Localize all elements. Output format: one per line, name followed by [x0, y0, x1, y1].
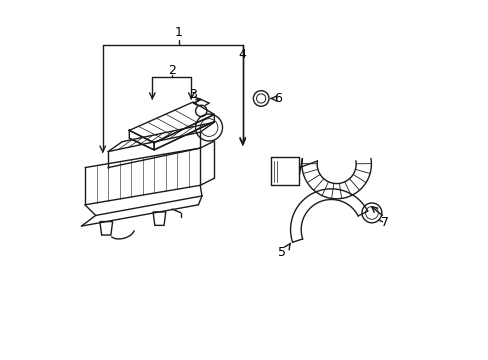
Text: 5: 5	[277, 246, 285, 259]
Text: 4: 4	[238, 48, 246, 61]
Text: 3: 3	[189, 89, 197, 102]
Text: 1: 1	[175, 26, 183, 39]
Text: 6: 6	[274, 92, 282, 105]
Text: 2: 2	[167, 64, 175, 77]
Text: 7: 7	[380, 216, 387, 229]
